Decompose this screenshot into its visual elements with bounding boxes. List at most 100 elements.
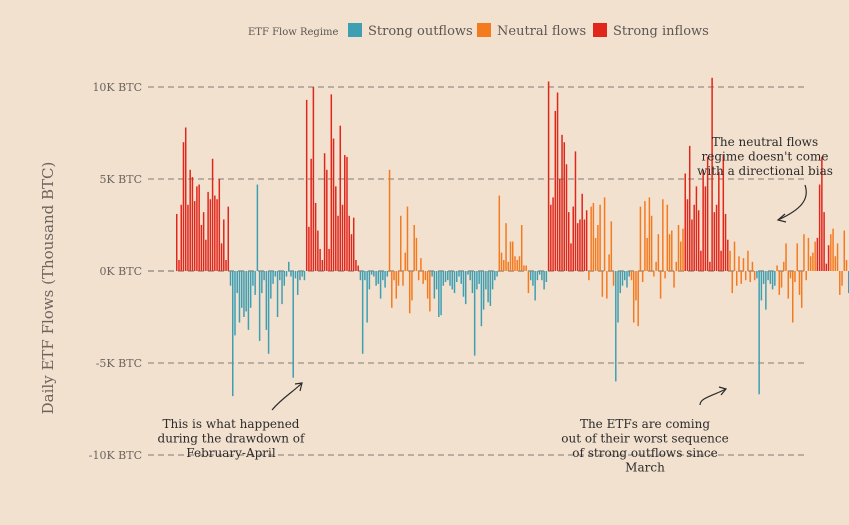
bar-inflow <box>198 184 200 271</box>
bar-inflow <box>339 125 342 271</box>
annotation-line: during the drawdown of <box>158 432 306 446</box>
bar-outflow <box>628 271 630 277</box>
annotation-arrowhead <box>776 213 787 223</box>
bar-inflow <box>704 186 707 271</box>
bar-neutral <box>789 271 792 279</box>
bar-inflow <box>205 239 207 271</box>
bar-neutral <box>751 261 754 271</box>
bar-inflow <box>581 193 583 271</box>
bar-neutral <box>794 271 796 283</box>
bar-outflow <box>438 271 440 317</box>
bar-neutral <box>653 271 655 277</box>
bar-inflow <box>565 164 568 271</box>
annotation-line: The neutral flows <box>712 135 818 149</box>
bar-outflow <box>288 261 290 271</box>
bar-outflow <box>626 271 628 288</box>
legend-swatch-inflow <box>593 23 607 37</box>
bar-outflow <box>534 271 536 301</box>
bar-neutral <box>603 197 606 271</box>
bar-inflow <box>554 110 557 271</box>
annotation-worst: The ETFs are coming out of their worst se… <box>561 417 728 475</box>
bar-neutral <box>500 252 503 271</box>
bar-outflow <box>444 271 447 283</box>
bar-inflow <box>211 158 214 271</box>
bar-inflow <box>310 158 312 271</box>
bar-neutral <box>841 271 843 286</box>
annotation-line: March <box>625 461 665 475</box>
bar-outflow <box>276 271 279 317</box>
bar-inflow <box>332 138 335 271</box>
bar-inflow <box>220 243 223 271</box>
bar-inflow <box>570 243 572 271</box>
bar-outflow <box>447 271 449 281</box>
bar-inflow <box>722 155 725 271</box>
bar-outflow <box>386 271 389 277</box>
bar-outflow <box>382 271 384 281</box>
bar-outflow <box>240 271 243 308</box>
bar-neutral <box>597 225 599 271</box>
bar-neutral <box>606 271 608 299</box>
bar-outflow <box>541 271 543 281</box>
bar-inflow <box>727 239 729 271</box>
bar-neutral <box>798 271 801 295</box>
bar-neutral <box>803 234 805 271</box>
bar-outflow <box>229 271 232 286</box>
bar-neutral <box>682 228 684 271</box>
bar-inflow <box>314 202 317 271</box>
bar-neutral <box>601 271 604 297</box>
bar-inflow <box>187 204 189 271</box>
bar-outflow <box>373 271 375 277</box>
bar-outflow <box>265 271 268 330</box>
bar-inflow <box>214 195 216 271</box>
bar-outflow <box>281 271 283 305</box>
bar-neutral <box>388 169 391 271</box>
bar-inflow <box>305 99 308 271</box>
bar-neutral <box>742 258 745 271</box>
bar-inflow <box>319 248 321 271</box>
y-axis-title: Daily ETF Flows (Thousand BTC) <box>39 162 57 415</box>
bar-outflow <box>765 271 767 310</box>
bar-neutral <box>659 271 662 299</box>
bar-neutral <box>673 271 675 288</box>
bar-neutral <box>731 271 734 294</box>
bar-neutral <box>406 206 409 271</box>
bar-outflow <box>234 271 236 336</box>
bar-inflow <box>720 250 722 271</box>
bar-inflow <box>715 204 718 271</box>
bar-neutral <box>590 206 592 271</box>
bar-outflow <box>252 271 254 286</box>
bar-outflow <box>478 271 480 284</box>
bar-outflow <box>245 271 247 312</box>
bar-inflow <box>182 142 185 271</box>
bar-neutral <box>650 215 653 271</box>
bar-neutral <box>512 241 514 271</box>
bar-outflow <box>256 184 259 271</box>
bar-outflow <box>485 271 487 290</box>
bar-inflow <box>550 204 552 271</box>
bar-outflow <box>489 271 492 306</box>
bar-outflow <box>261 271 263 294</box>
bar-outflow <box>368 271 371 290</box>
bar-neutral <box>814 241 816 271</box>
legend: ETF Flow Regime Strong outflows Neutral fl… <box>248 23 709 39</box>
bar-inflow <box>312 87 315 271</box>
bar-inflow <box>702 169 704 271</box>
bar-inflow <box>193 201 196 271</box>
bar-outflow <box>460 271 462 284</box>
bar-inflow <box>328 248 330 271</box>
bar-inflow <box>196 186 198 271</box>
bar-outflow <box>758 271 760 395</box>
bar-outflow <box>238 271 241 323</box>
bar-neutral <box>632 271 635 323</box>
bar-outflow <box>756 271 758 279</box>
bar-inflow <box>693 204 695 271</box>
bar-inflow <box>218 179 221 271</box>
annotation-line: This is what happened <box>162 417 299 431</box>
bar-neutral <box>662 199 664 271</box>
bar-neutral <box>404 252 406 271</box>
bar-outflow <box>471 271 474 294</box>
bar-inflow <box>818 184 821 271</box>
bar-outflow <box>476 271 478 290</box>
bar-neutral <box>680 241 682 271</box>
bar-neutral <box>525 265 527 271</box>
